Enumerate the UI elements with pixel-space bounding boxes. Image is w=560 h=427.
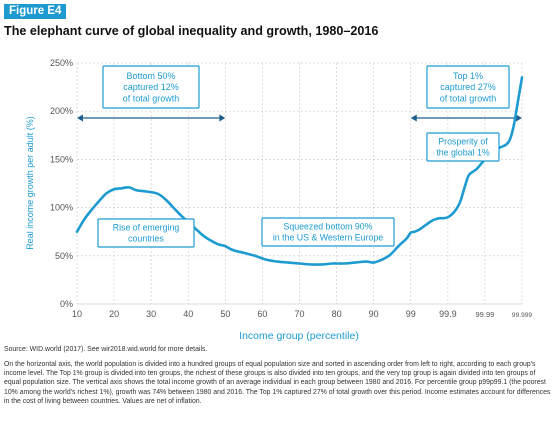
annotation-box xyxy=(261,217,395,247)
y-tick-label: 0% xyxy=(60,299,73,309)
x-tick-label: 30 xyxy=(146,309,156,319)
annotation-text: of total growth xyxy=(123,93,180,103)
elephant-curve-chart: 0% 50% 100% 150% 200% 250% 10 20 30 40 50 60 70 80 90… xyxy=(25,58,532,342)
y-tick-label: 100% xyxy=(50,203,73,213)
annotation-text: Prosperity of xyxy=(438,137,488,147)
x-tick-label: 90 xyxy=(369,309,379,319)
chart-title: The elephant curve of global inequality … xyxy=(4,24,379,38)
annotation-text: captured 12% xyxy=(123,82,179,92)
annotation-squeezed: Squeezed bottom 90%in the US & Western E… xyxy=(261,217,395,247)
arrow-head-left xyxy=(410,114,417,122)
x-tick-label: 10 xyxy=(72,309,82,319)
figure-label: Figure E4 xyxy=(4,4,67,19)
y-tick-label: 50% xyxy=(55,251,73,261)
arrow-head-left xyxy=(77,114,83,122)
bottom50-range-arrow xyxy=(77,114,226,122)
x-tick-label: 99.999 xyxy=(512,312,533,319)
y-axis-label: Real income growth per adult (%) xyxy=(25,116,35,250)
arrow-head-right xyxy=(516,114,522,122)
annotation-text: Rise of emerging xyxy=(113,223,180,233)
x-axis-label: Income group (percentile) xyxy=(239,330,359,342)
annotation-text: of total growth xyxy=(440,93,497,103)
annotation-text: Bottom 50% xyxy=(126,71,175,81)
annotation-box xyxy=(102,65,200,109)
arrow-head-right xyxy=(219,114,226,122)
annotations: Bottom 50%captured 12%of total growthTop… xyxy=(97,65,510,248)
y-tick-label: 150% xyxy=(50,154,73,164)
x-tick-label: 40 xyxy=(183,309,193,319)
x-tick-label: 99.9 xyxy=(439,309,457,319)
annotation-box xyxy=(97,218,195,248)
annotation-text: Squeezed bottom 90% xyxy=(283,222,372,232)
y-tick-labels: 0% 50% 100% 150% 200% 250% xyxy=(50,58,73,309)
annotation-text: the global 1% xyxy=(436,148,489,158)
annotation-text: countries xyxy=(128,234,164,244)
source-note: Source: WID.world (2017). See wir2018.wi… xyxy=(4,346,208,353)
annotation-bottom50: Bottom 50%captured 12%of total growth xyxy=(102,65,200,109)
x-tick-label: 99.99 xyxy=(476,310,495,319)
x-tick-label: 20 xyxy=(109,309,119,319)
x-tick-labels: 10 20 30 40 50 60 70 80 90 99 99.9 99.99 99.999 xyxy=(72,309,532,319)
annotation-box xyxy=(426,65,510,109)
x-tick-label: 70 xyxy=(294,309,304,319)
x-tick-label: 80 xyxy=(332,309,342,319)
annotation-text: in the US & Western Europe xyxy=(273,233,383,243)
x-tick-label: 60 xyxy=(257,309,267,319)
series-layer xyxy=(75,76,524,266)
x-tick-label: 99 xyxy=(406,309,416,319)
annotation-text: captured 27% xyxy=(440,82,496,92)
arrows xyxy=(77,114,522,122)
annotation-text: Top 1% xyxy=(453,71,483,81)
y-tick-label: 250% xyxy=(50,58,73,68)
annotation-box xyxy=(426,132,500,162)
y-tick-label: 200% xyxy=(50,106,73,116)
x-tick-label: 50 xyxy=(220,309,230,319)
annotation-top1: Top 1%captured 27%of total growth xyxy=(426,65,510,109)
elephant-curve-line xyxy=(75,76,524,266)
top1-range-arrow xyxy=(410,114,522,122)
chart-description: On the horizontal axis, the world popula… xyxy=(4,361,551,405)
